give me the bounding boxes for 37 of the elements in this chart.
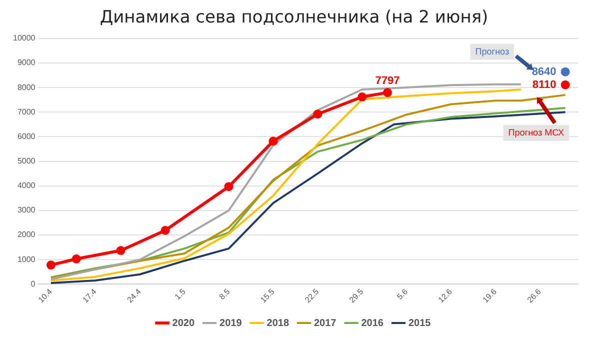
- legend-label: 2018: [266, 318, 290, 329]
- data-label: 7797: [375, 75, 400, 88]
- y-tick-label: 7000: [17, 107, 36, 116]
- legend-label: 2017: [314, 318, 337, 329]
- annotation: Прогноз: [475, 46, 510, 56]
- x-tick-label: 5.6: [395, 286, 410, 302]
- y-tick-label: 6000: [17, 132, 36, 141]
- point: [383, 88, 392, 98]
- legend-label: 2015: [408, 318, 432, 329]
- y-tick-label: 5000: [17, 156, 36, 166]
- point: [560, 80, 570, 90]
- x-tick-label: 8.5: [217, 286, 232, 302]
- y-tick-label: 0: [30, 279, 36, 288]
- point: [358, 92, 367, 102]
- y-tick-label: 3000: [17, 206, 36, 215]
- y-tick-label: 2000: [17, 230, 36, 240]
- point: [160, 226, 170, 235]
- point: [224, 182, 234, 192]
- legend-label: 2016: [361, 318, 384, 329]
- data-label: 8640: [532, 66, 556, 78]
- y-tick-label: 4000: [17, 181, 36, 190]
- y-tick-label: 8000: [17, 82, 36, 92]
- point: [116, 246, 126, 256]
- y-tick-label: 1000: [17, 254, 36, 264]
- y-tick-label: 10000: [12, 34, 36, 43]
- point: [560, 67, 570, 76]
- point: [46, 260, 56, 270]
- x-tick-label: 1.5: [173, 286, 188, 302]
- y-tick-label: 9000: [17, 58, 36, 68]
- annotation: Прогноз МСХ: [508, 127, 564, 138]
- chart-title: Динамика сева подсолнечника (на 2 июня): [100, 8, 488, 28]
- data-label: 8110: [532, 78, 556, 91]
- point: [268, 136, 278, 146]
- point: [72, 254, 81, 264]
- legend-label: 2019: [220, 318, 242, 329]
- point: [313, 110, 322, 119]
- legend-label: 2020: [172, 318, 195, 329]
